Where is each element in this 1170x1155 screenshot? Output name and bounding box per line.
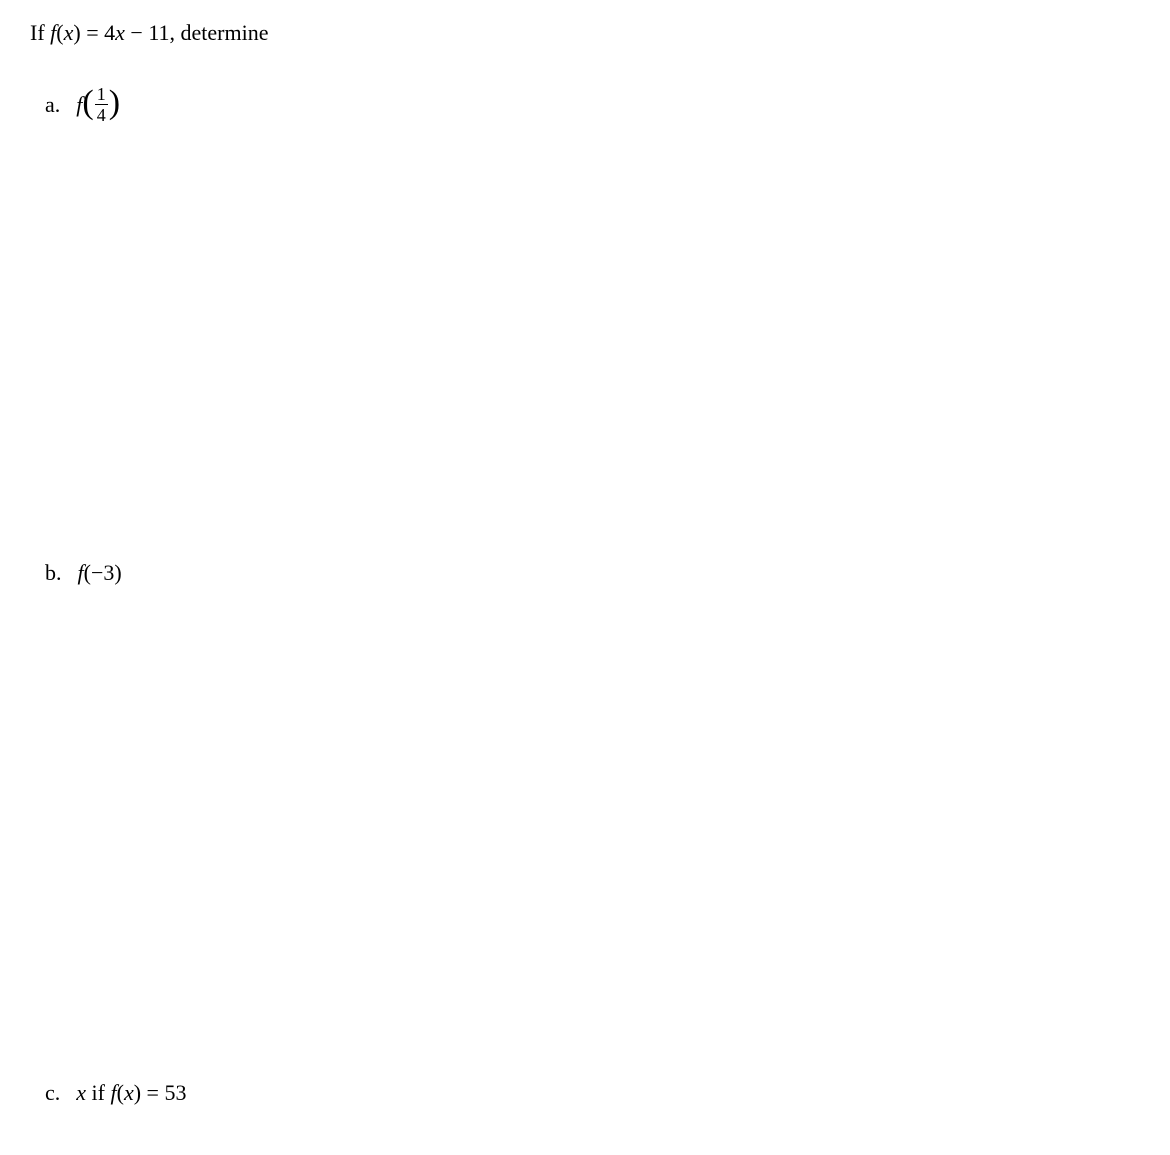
intro-func-var: x bbox=[64, 20, 74, 45]
intro-func-open: ( bbox=[56, 20, 63, 45]
problem-a-label: a. bbox=[45, 92, 60, 118]
intro-expr-op: − bbox=[125, 20, 148, 45]
problem-b: b. f(−3) bbox=[45, 560, 122, 586]
intro-func-close: ) bbox=[73, 20, 80, 45]
problem-c-if: if bbox=[86, 1080, 110, 1105]
problem-c-expr: x if f(x) = 53 bbox=[76, 1080, 186, 1106]
intro-equals: = bbox=[81, 20, 104, 45]
problem-b-arg-close: ) bbox=[114, 560, 121, 585]
problem-a: a. f(14) bbox=[45, 85, 120, 124]
problem-a-expr: f(14) bbox=[76, 85, 120, 124]
problem-b-label: b. bbox=[45, 560, 62, 586]
problem-b-arg-open: ( bbox=[84, 560, 91, 585]
problem-a-frac-num: 1 bbox=[95, 85, 108, 105]
intro-expr-var: x bbox=[115, 20, 125, 45]
problem-a-paren-left: ( bbox=[82, 89, 93, 116]
intro-expr-coeff: 4 bbox=[104, 20, 115, 45]
problem-c-arg-close: ) bbox=[134, 1080, 141, 1105]
problem-c-var: x bbox=[76, 1080, 86, 1105]
problem-b-arg-val: −3 bbox=[91, 560, 114, 585]
problem-a-fraction: 14 bbox=[95, 85, 108, 124]
problem-c: c. x if f(x) = 53 bbox=[45, 1080, 186, 1106]
problem-a-paren-right: ) bbox=[109, 89, 120, 116]
problem-a-frac-den: 4 bbox=[95, 105, 108, 124]
problem-c-value: 53 bbox=[164, 1080, 186, 1105]
problem-c-arg-var: x bbox=[124, 1080, 134, 1105]
intro-expr-const: 11 bbox=[148, 20, 169, 45]
problem-intro: If f(x) = 4x − 11, determine bbox=[30, 20, 1140, 46]
intro-suffix: , determine bbox=[170, 20, 269, 45]
problem-c-arg-open: ( bbox=[117, 1080, 124, 1105]
problem-b-expr: f(−3) bbox=[78, 560, 122, 586]
problem-c-label: c. bbox=[45, 1080, 60, 1106]
problem-c-equals: = bbox=[141, 1080, 164, 1105]
intro-prefix: If bbox=[30, 20, 50, 45]
